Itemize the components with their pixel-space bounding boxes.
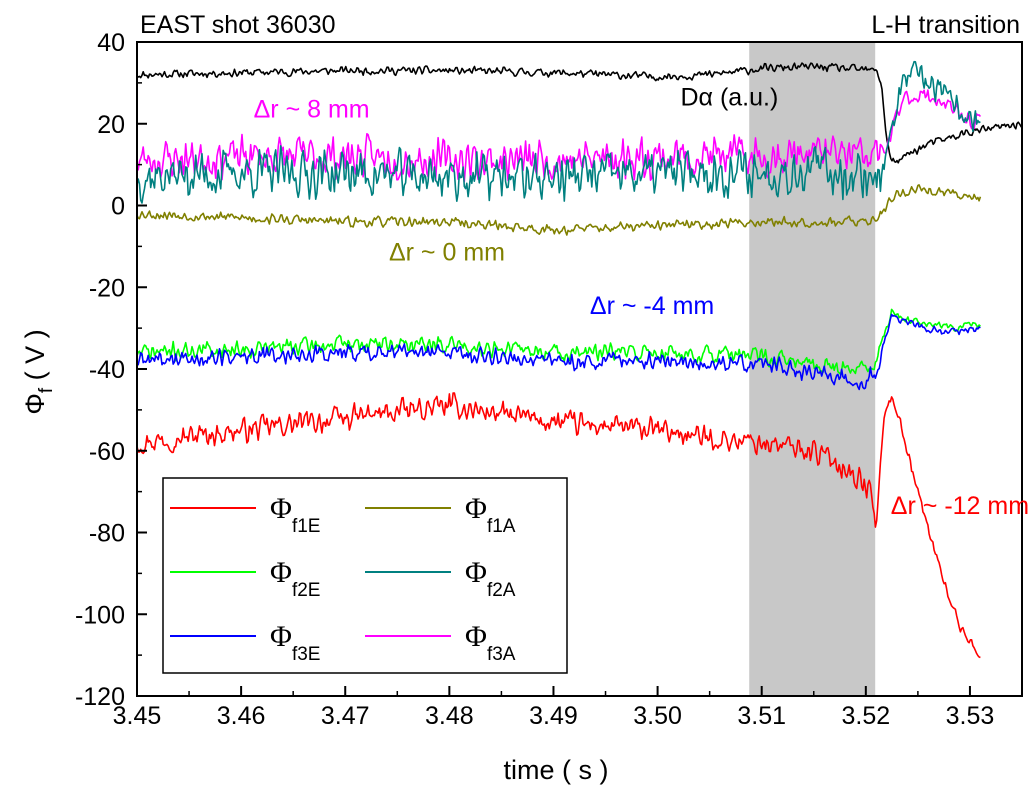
legend-label: Φf2E [270,556,320,601]
x-tick-label: 3.51 [737,702,786,730]
legend-box [162,477,568,674]
y-tick-label: -80 [89,520,125,548]
x-tick-label: 3.53 [946,702,995,730]
annotation-label: Δr ~ -4 mm [590,292,714,320]
series-line-d-a-u- [136,62,1023,164]
y-axis-ticks: 40 20 0 -20 -40 -60 -80 -100 -120 [75,29,147,711]
legend-label: Φf3E [270,620,320,665]
annotation-label: Δr ~ 8 mm [254,96,370,124]
x-tick-label: 3.49 [529,702,578,730]
annotation-label: Δr ~ 0 mm [389,239,505,267]
y-axis-label-symbol: Φ [20,393,50,415]
chart-title-left: EAST shot 36030 [140,11,336,39]
svg-text:Φf ( V ): Φf ( V ) [20,329,57,414]
y-tick-label: -60 [89,438,125,466]
legend-label: Φf1E [270,492,320,537]
y-tick-label: 20 [97,111,125,139]
y-tick-label: -40 [89,356,125,384]
x-axis-ticks: 3.45 3.46 3.47 3.48 3.49 3.50 3.51 3.52 3.53 [113,686,995,730]
legend-label: Φf2A [465,556,516,601]
chart-title-right: L-H transition [871,11,1020,39]
x-tick-label: 3.47 [321,702,370,730]
annotations: Δr ~ 8 mm Dα (a.u.) Δr ~ 0 mm Δr ~ -4 mm Δr … [254,83,1029,520]
series-line--f3e [136,313,981,391]
y-axis-label: Φf ( V ) [20,329,57,414]
y-axis-label-unit: ( V ) [20,329,50,388]
legend: Φf1E Φf1A Φf2E Φf2A Φf3E Φf3A [162,477,568,674]
x-tick-label: 3.48 [425,702,474,730]
series-line--f1e [136,392,981,659]
y-tick-label: 0 [111,193,125,221]
x-tick-label: 3.52 [841,702,890,730]
series-line--f1a [136,184,982,236]
annotation-label: Dα (a.u.) [680,83,778,111]
y-tick-label: 40 [97,29,125,57]
series-line--f2a [136,60,981,204]
y-tick-label: -20 [89,274,125,302]
series-line--f2e [136,308,981,375]
series-line--f3a [136,89,982,183]
x-tick-label: 3.45 [113,702,162,730]
series-layer [136,60,1023,659]
x-tick-label: 3.46 [217,702,266,730]
y-tick-label: -100 [75,601,125,629]
legend-label: Φf1A [465,492,516,537]
y-tick-label: -120 [75,683,125,711]
y-axis-label-sub: f [36,387,57,393]
annotation-label: Δr ~ -12 mm [891,492,1029,520]
legend-label: Φf3A [465,620,516,665]
x-tick-label: 3.50 [633,702,682,730]
x-axis-label: time ( s ) [504,755,609,785]
